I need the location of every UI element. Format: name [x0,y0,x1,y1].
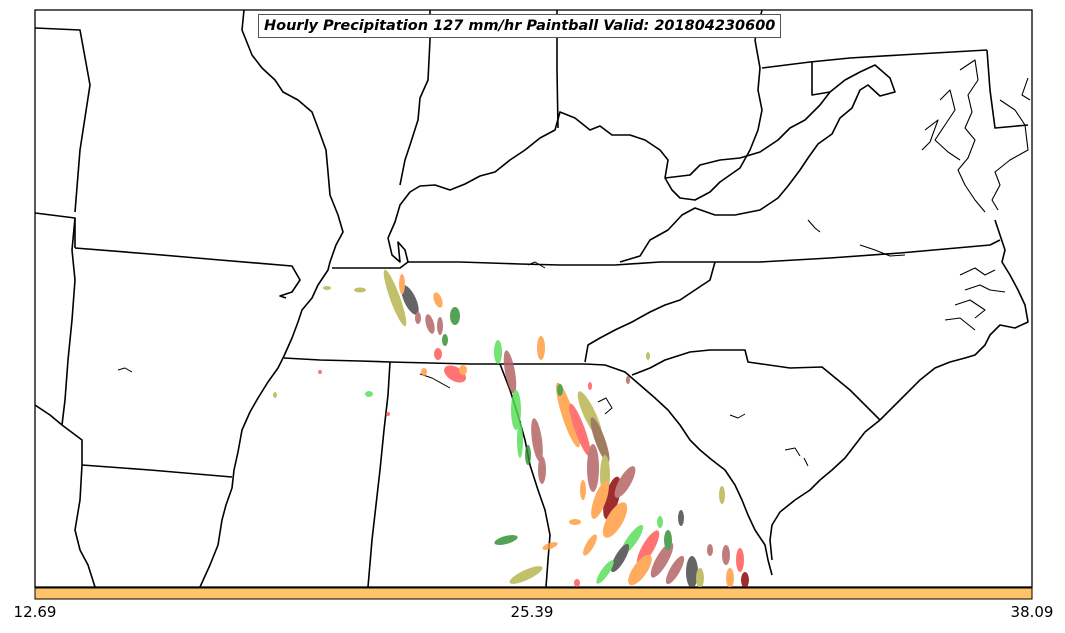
precip-cell [383,269,407,327]
map-title: Hourly Precipitation 127 mm/hr Paintball… [258,14,782,38]
precip-cell [736,548,744,572]
precip-cell [509,566,543,584]
precip-cell [415,312,421,324]
colorbar-tick-mid: 25.39 [510,603,554,621]
tn-south-border [283,357,585,365]
precip-cell [580,480,586,500]
precip-cell [628,554,652,586]
precip-cell [365,391,373,397]
va-nc-border [408,239,1001,266]
precip-cell [450,307,460,325]
precip-cell [583,534,597,556]
precip-cell [591,481,609,519]
precip-cell [722,545,730,565]
tx-ok-border [35,404,83,465]
precip-cell [433,292,443,308]
precip-cell [459,365,467,375]
precip-cell [569,403,591,457]
precip-cell [626,376,630,384]
chesapeake-shore [921,59,1031,213]
precip-cell [665,555,685,585]
sc-coast [769,419,881,561]
precip-cell [596,560,614,584]
precip-cell [556,382,580,448]
tx-la-border [74,464,96,587]
precip-cell [696,568,704,587]
tn-nc-border [584,261,716,363]
precip-cell [323,286,331,290]
precip-cell [707,544,713,556]
colorbar [34,587,1033,600]
ohio-river-boundary [387,10,763,239]
precip-cell [726,568,734,587]
colorbar-tick-min: 12.69 [13,603,57,621]
precip-cell [399,274,405,294]
map-frame [34,9,1033,588]
la-ar-border [81,464,233,478]
precip-cell [437,317,443,335]
ga-sc-border [584,363,773,576]
precip-cell [273,392,277,398]
nc-va-coast [879,219,1029,421]
precip-cell [386,412,390,416]
ky-tn-border [332,261,409,269]
precip-cell [557,384,563,396]
precip-cell [610,543,630,573]
precip-cell [421,368,427,376]
colorbar-tick-max: 38.09 [1010,603,1054,621]
ms-al-border [367,361,391,587]
precip-cell [494,535,518,545]
precip-cell [574,579,580,587]
precip-cell [425,314,435,334]
precip-cell [354,287,366,293]
precip-cell [318,370,322,374]
ar-north-border [74,247,301,299]
precip-cell [442,334,448,346]
nc-sounds [807,219,1006,331]
precip-cell [636,530,660,566]
precip-cell [569,519,581,525]
precip-cell [537,336,545,360]
precip-cell [542,542,558,550]
nc-sc-border [631,349,881,421]
precip-cell [587,444,599,492]
precip-cell [494,340,502,364]
precip-cell [401,285,419,315]
small-lakes [117,261,809,467]
precip-cell [517,422,523,458]
ok-ar-border [61,217,76,426]
precip-cell [434,348,442,360]
precip-cell [531,418,543,462]
precip-cell [741,572,749,587]
wv-va-border [619,64,896,263]
mississippi-river-boundary [199,10,344,587]
precip-cell [678,510,684,526]
delaware-border [986,49,1029,129]
in-il-border [399,10,431,186]
md-border [811,62,831,96]
precip-cell [538,456,546,484]
precip-cell [646,352,650,360]
precip-cell [664,530,672,550]
precip-cell [590,417,610,463]
precip-cell [650,542,674,578]
precip-cell [719,486,725,504]
precip-cell [686,556,698,587]
precip-cell [525,445,531,465]
pa-md-border [761,49,988,69]
precip-cell [657,516,663,528]
precip-cell [588,382,592,390]
precip-cell [614,466,636,498]
ky-tn-connector [387,237,409,263]
precip-cell [503,350,517,394]
precip-cell [511,390,521,430]
ks-ok-line [35,27,91,213]
precip-cell [602,502,628,538]
